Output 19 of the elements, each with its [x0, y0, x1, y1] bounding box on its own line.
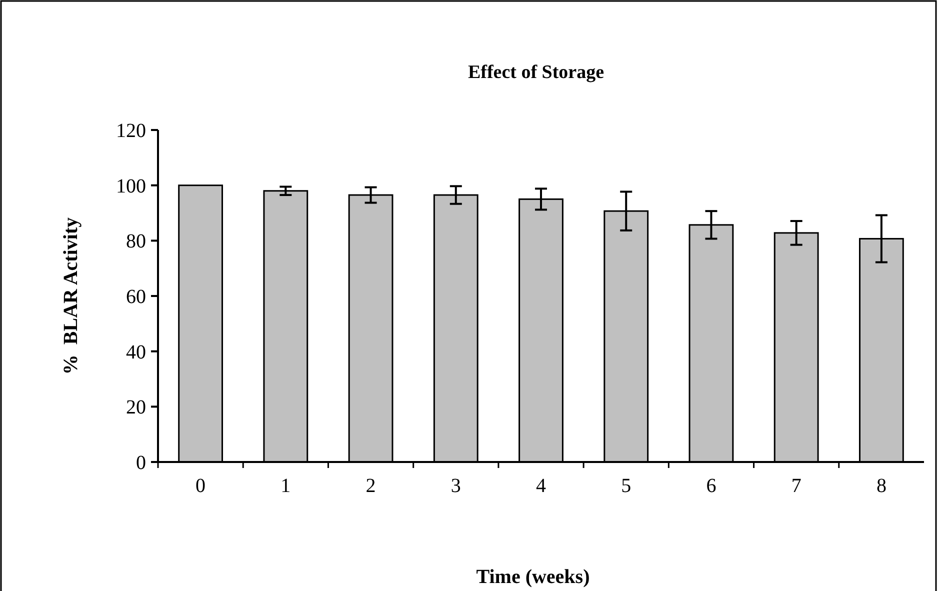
y-tick-label: 120	[116, 120, 146, 142]
x-tick-label: 8	[876, 475, 886, 497]
x-tick-label: 5	[621, 475, 632, 497]
y-tick-label: 100	[116, 175, 146, 198]
x-tick-label: 0	[196, 475, 206, 497]
y-tick-label: 80	[126, 230, 146, 253]
x-axis-title: Time (weeks)	[476, 566, 590, 588]
x-tick-label: 7	[791, 475, 802, 497]
y-tick-label: 0	[136, 452, 146, 474]
x-tick-label: 2	[366, 475, 376, 497]
x-tick-label: 3	[450, 475, 461, 497]
y-tick-label: 20	[126, 396, 146, 419]
y-axis-title: % BLAR Activity	[60, 217, 82, 375]
chart-title: Effect of Storage	[468, 62, 604, 83]
x-tick-label: 6	[706, 475, 716, 497]
x-tick-label: 1	[280, 475, 291, 497]
y-tick-label: 40	[126, 341, 146, 364]
x-tick-label: 4	[536, 475, 546, 497]
y-tick-label: 60	[126, 286, 146, 308]
